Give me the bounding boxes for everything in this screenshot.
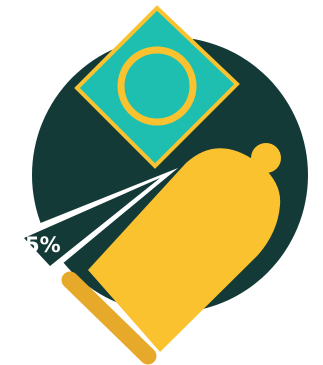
wrapper-ring bbox=[117, 46, 197, 126]
condom-icon bbox=[61, 143, 281, 365]
percentage-label: 5% bbox=[25, 233, 61, 257]
condom-rim bbox=[61, 271, 157, 365]
condom-tip bbox=[251, 143, 281, 173]
callout-pointer-icon: 5% bbox=[13, 168, 178, 274]
callout-wedge-inner bbox=[24, 178, 160, 266]
wrapper-square bbox=[74, 5, 240, 169]
condom-wrapper-icon bbox=[74, 5, 240, 169]
condom-body bbox=[88, 148, 281, 352]
